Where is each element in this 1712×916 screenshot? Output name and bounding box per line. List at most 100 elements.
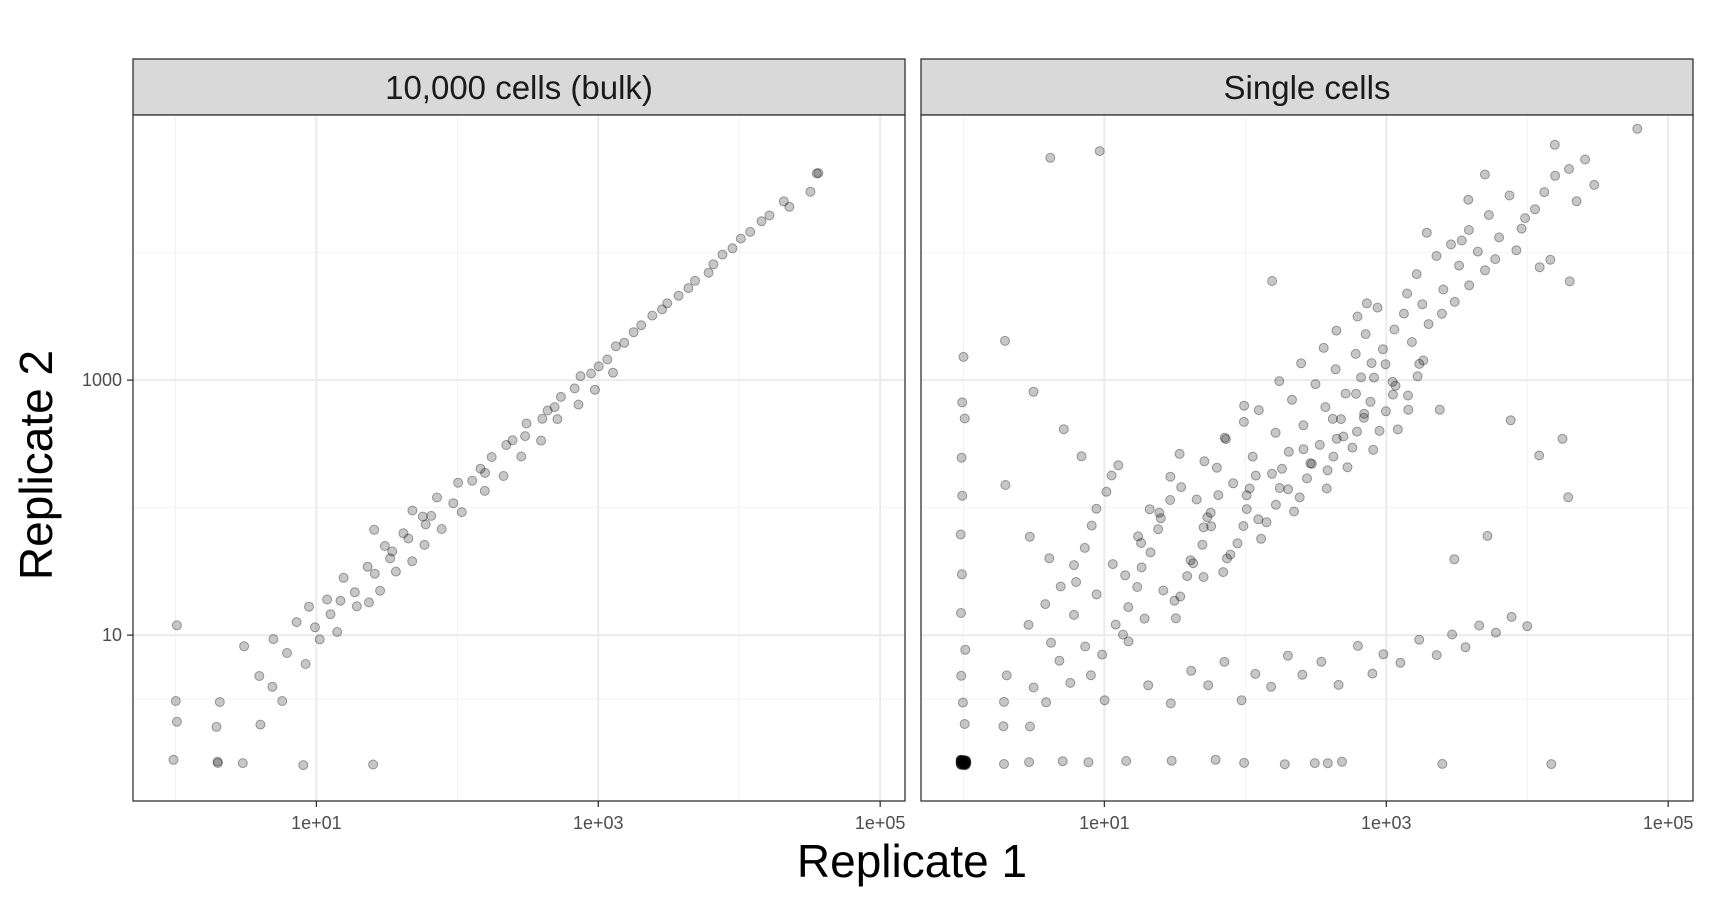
data-point: [958, 754, 969, 765]
data-point: [268, 634, 279, 645]
data-point: [1437, 758, 1448, 769]
data-point: [1205, 507, 1216, 518]
data-point: [1447, 629, 1458, 640]
data-point: [1352, 311, 1363, 322]
data-point: [1406, 337, 1417, 347]
data-point: [239, 641, 250, 652]
data-point: [1123, 602, 1134, 613]
data-point: [1040, 599, 1051, 610]
data-point: [1238, 521, 1249, 531]
data-point: [1436, 308, 1447, 319]
data-point: [569, 383, 580, 394]
data-point: [955, 759, 966, 770]
data-point: [1549, 139, 1560, 150]
data-point: [1342, 462, 1353, 473]
data-point: [956, 760, 967, 771]
data-point: [1431, 251, 1442, 261]
facet-panel: 10,000 cells (bulk) 1e+01 1e+03 1e+05 10 1000: [82, 58, 906, 833]
data-point: [1220, 434, 1231, 445]
data-point: [407, 505, 418, 516]
data-point: [1266, 681, 1277, 692]
data-point: [1563, 492, 1574, 503]
data-point: [1270, 499, 1281, 510]
x-tick-label: 1e+05: [1643, 813, 1694, 833]
data-point: [1418, 355, 1429, 366]
data-point: [1333, 679, 1344, 690]
data-point: [959, 758, 970, 769]
data-point: [1431, 650, 1442, 661]
data-point: [390, 566, 401, 577]
data-point: [764, 210, 775, 221]
data-point: [1277, 463, 1287, 474]
data-point: [1274, 483, 1285, 493]
data-point: [1327, 413, 1338, 424]
data-point: [1045, 152, 1056, 163]
data-point: [957, 756, 968, 767]
data-point: [171, 716, 182, 727]
data-point: [1632, 123, 1643, 134]
data-point: [338, 572, 349, 583]
data-point: [1256, 533, 1267, 544]
data-point: [619, 337, 630, 348]
data-point: [1550, 170, 1561, 181]
data-point: [1392, 424, 1403, 435]
data-point: [1199, 456, 1210, 467]
data-point: [1222, 553, 1232, 564]
data-point: [959, 413, 970, 424]
data-point: [1247, 451, 1258, 462]
data-point: [379, 541, 390, 551]
data-point: [1539, 187, 1550, 198]
data-point: [1282, 650, 1293, 661]
data-point: [636, 320, 647, 331]
data-point: [1294, 492, 1305, 503]
data-point: [1145, 547, 1156, 558]
data-point: [958, 756, 969, 767]
data-point: [368, 759, 379, 770]
data-point: [375, 585, 386, 596]
data-point: [955, 529, 966, 540]
data-point: [1236, 695, 1247, 706]
data-point: [1253, 514, 1264, 525]
data-point: [1058, 424, 1069, 435]
data-point: [805, 186, 816, 197]
data-point: [703, 267, 714, 278]
data-point: [1165, 698, 1176, 709]
data-point: [1546, 759, 1557, 770]
data-point: [1023, 619, 1034, 630]
data-point: [1099, 695, 1110, 706]
data-point: [957, 697, 968, 708]
data-point: [1091, 503, 1102, 514]
data-point: [277, 696, 288, 706]
data-point: [1395, 657, 1406, 668]
data-point: [956, 755, 967, 766]
data-point: [1297, 669, 1308, 680]
data-point: [385, 553, 396, 564]
data-point: [1580, 154, 1591, 165]
data-point: [960, 755, 971, 766]
data-point: [1361, 298, 1372, 309]
facet-title: Single cells: [1224, 69, 1391, 106]
data-point: [536, 435, 547, 446]
data-point: [1438, 284, 1449, 295]
data-point: [813, 168, 824, 179]
data-point: [171, 620, 182, 631]
data-point: [1380, 359, 1391, 370]
data-point: [1359, 408, 1370, 419]
data-point: [956, 452, 967, 463]
data-point: [1065, 677, 1076, 688]
data-point: [1028, 386, 1039, 397]
data-point: [1367, 668, 1378, 679]
data-point: [549, 402, 560, 413]
data-point: [998, 721, 1009, 732]
data-point: [1283, 446, 1294, 457]
data-point: [501, 440, 512, 450]
data-point: [1389, 324, 1400, 335]
data-point: [608, 367, 618, 378]
data-point: [1337, 756, 1347, 767]
data-point: [1322, 758, 1333, 769]
data-point: [610, 341, 621, 352]
data-point: [1110, 619, 1121, 630]
data-point: [956, 757, 967, 768]
data-point: [1091, 589, 1102, 600]
